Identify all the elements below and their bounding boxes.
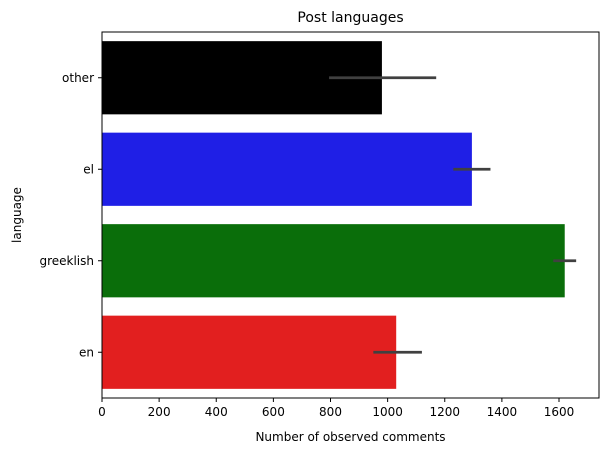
x-tick-label-1400: 1400 xyxy=(487,405,518,419)
x-tick-label-400: 400 xyxy=(205,405,228,419)
bar-el xyxy=(102,132,472,206)
x-tick-label-800: 800 xyxy=(319,405,342,419)
x-tick-label-200: 200 xyxy=(148,405,171,419)
y-axis-ticks: other el greeklish en xyxy=(39,71,102,359)
y-tick-label-el: el xyxy=(83,162,94,176)
plot-frame xyxy=(101,31,600,399)
x-axis-ticks: 0 200 400 600 800 1000 1200 1400 1600 xyxy=(98,398,574,419)
x-tick-label-600: 600 xyxy=(262,405,285,419)
bar-en xyxy=(102,315,397,389)
x-axis-label: Number of observed comments xyxy=(255,430,445,444)
y-tick-label-en: en xyxy=(79,345,94,359)
y-axis-label: language xyxy=(10,187,24,243)
y-tick-label-greeklish: greeklish xyxy=(39,254,94,268)
x-tick-label-1200: 1200 xyxy=(429,405,460,419)
chart-title: Post languages xyxy=(297,10,403,26)
x-tick-label-1000: 1000 xyxy=(372,405,403,419)
bar-greeklish xyxy=(102,224,565,298)
bars-layer xyxy=(102,41,565,389)
error-bars-layer xyxy=(329,76,577,354)
x-tick-label-0: 0 xyxy=(98,405,106,419)
y-tick-label-other: other xyxy=(62,71,94,85)
x-tick-label-1600: 1600 xyxy=(544,405,575,419)
